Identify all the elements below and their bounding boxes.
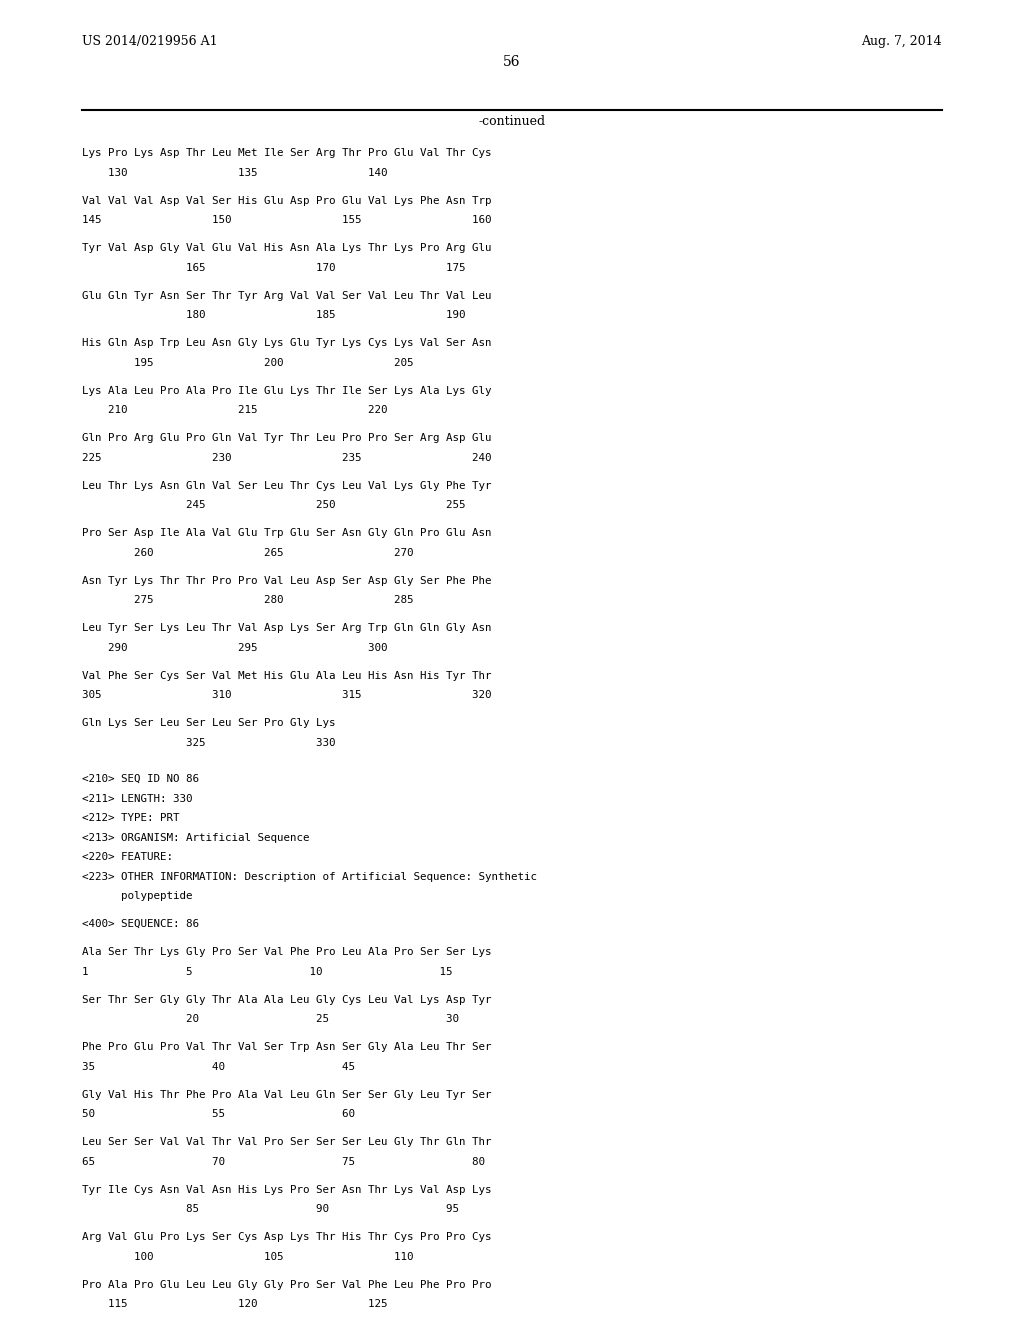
Text: 165                 170                 175: 165 170 175 (82, 263, 466, 272)
Text: US 2014/0219956 A1: US 2014/0219956 A1 (82, 36, 218, 48)
Text: <220> FEATURE:: <220> FEATURE: (82, 851, 173, 862)
Text: 290                 295                 300: 290 295 300 (82, 643, 387, 652)
Text: Val Val Val Asp Val Ser His Glu Asp Pro Glu Val Lys Phe Asn Trp: Val Val Val Asp Val Ser His Glu Asp Pro … (82, 195, 492, 206)
Text: 275                 280                 285: 275 280 285 (82, 595, 414, 605)
Text: Gly Val His Thr Phe Pro Ala Val Leu Gln Ser Ser Gly Leu Tyr Ser: Gly Val His Thr Phe Pro Ala Val Leu Gln … (82, 1089, 492, 1100)
Text: 115                 120                 125: 115 120 125 (82, 1299, 387, 1309)
Text: Tyr Ile Cys Asn Val Asn His Lys Pro Ser Asn Thr Lys Val Asp Lys: Tyr Ile Cys Asn Val Asn His Lys Pro Ser … (82, 1184, 492, 1195)
Text: Gln Pro Arg Glu Pro Gln Val Tyr Thr Leu Pro Pro Ser Arg Asp Glu: Gln Pro Arg Glu Pro Gln Val Tyr Thr Leu … (82, 433, 492, 444)
Text: 325                 330: 325 330 (82, 738, 336, 747)
Text: Asn Tyr Lys Thr Thr Pro Pro Val Leu Asp Ser Asp Gly Ser Phe Phe: Asn Tyr Lys Thr Thr Pro Pro Val Leu Asp … (82, 576, 492, 586)
Text: <212> TYPE: PRT: <212> TYPE: PRT (82, 813, 179, 822)
Text: 50                  55                  60: 50 55 60 (82, 1109, 355, 1119)
Text: Leu Ser Ser Val Val Thr Val Pro Ser Ser Ser Leu Gly Thr Gln Thr: Leu Ser Ser Val Val Thr Val Pro Ser Ser … (82, 1137, 492, 1147)
Text: 245                 250                 255: 245 250 255 (82, 500, 466, 510)
Text: Tyr Val Asp Gly Val Glu Val His Asn Ala Lys Thr Lys Pro Arg Glu: Tyr Val Asp Gly Val Glu Val His Asn Ala … (82, 243, 492, 253)
Text: 1               5                  10                  15: 1 5 10 15 (82, 966, 453, 977)
Text: Ala Ser Thr Lys Gly Pro Ser Val Phe Pro Leu Ala Pro Ser Ser Lys: Ala Ser Thr Lys Gly Pro Ser Val Phe Pro … (82, 946, 492, 957)
Text: <210> SEQ ID NO 86: <210> SEQ ID NO 86 (82, 774, 199, 784)
Text: Gln Lys Ser Leu Ser Leu Ser Pro Gly Lys: Gln Lys Ser Leu Ser Leu Ser Pro Gly Lys (82, 718, 336, 729)
Text: 260                 265                 270: 260 265 270 (82, 548, 414, 557)
Text: Ser Thr Ser Gly Gly Thr Ala Ala Leu Gly Cys Leu Val Lys Asp Tyr: Ser Thr Ser Gly Gly Thr Ala Ala Leu Gly … (82, 994, 492, 1005)
Text: -continued: -continued (478, 115, 546, 128)
Text: Pro Ser Asp Ile Ala Val Glu Trp Glu Ser Asn Gly Gln Pro Glu Asn: Pro Ser Asp Ile Ala Val Glu Trp Glu Ser … (82, 528, 492, 539)
Text: Arg Val Glu Pro Lys Ser Cys Asp Lys Thr His Thr Cys Pro Pro Cys: Arg Val Glu Pro Lys Ser Cys Asp Lys Thr … (82, 1232, 492, 1242)
Text: 210                 215                 220: 210 215 220 (82, 405, 387, 414)
Text: 225                 230                 235                 240: 225 230 235 240 (82, 453, 492, 462)
Text: 100                 105                 110: 100 105 110 (82, 1251, 414, 1262)
Text: 35                  40                  45: 35 40 45 (82, 1061, 355, 1072)
Text: 85                  90                  95: 85 90 95 (82, 1204, 459, 1214)
Text: Pro Ala Pro Glu Leu Leu Gly Gly Pro Ser Val Phe Leu Phe Pro Pro: Pro Ala Pro Glu Leu Leu Gly Gly Pro Ser … (82, 1279, 492, 1290)
Text: Aug. 7, 2014: Aug. 7, 2014 (861, 36, 942, 48)
Text: 130                 135                 140: 130 135 140 (82, 168, 387, 177)
Text: Phe Pro Glu Pro Val Thr Val Ser Trp Asn Ser Gly Ala Leu Thr Ser: Phe Pro Glu Pro Val Thr Val Ser Trp Asn … (82, 1041, 492, 1052)
Text: 195                 200                 205: 195 200 205 (82, 358, 414, 367)
Text: His Gln Asp Trp Leu Asn Gly Lys Glu Tyr Lys Cys Lys Val Ser Asn: His Gln Asp Trp Leu Asn Gly Lys Glu Tyr … (82, 338, 492, 348)
Text: polypeptide: polypeptide (82, 891, 193, 902)
Text: Lys Ala Leu Pro Ala Pro Ile Glu Lys Thr Ile Ser Lys Ala Lys Gly: Lys Ala Leu Pro Ala Pro Ile Glu Lys Thr … (82, 385, 492, 396)
Text: 65                  70                  75                  80: 65 70 75 80 (82, 1156, 485, 1167)
Text: <211> LENGTH: 330: <211> LENGTH: 330 (82, 793, 193, 804)
Text: <213> ORGANISM: Artificial Sequence: <213> ORGANISM: Artificial Sequence (82, 833, 309, 842)
Text: 180                 185                 190: 180 185 190 (82, 310, 466, 319)
Text: Glu Gln Tyr Asn Ser Thr Tyr Arg Val Val Ser Val Leu Thr Val Leu: Glu Gln Tyr Asn Ser Thr Tyr Arg Val Val … (82, 290, 492, 301)
Text: <223> OTHER INFORMATION: Description of Artificial Sequence: Synthetic: <223> OTHER INFORMATION: Description of … (82, 871, 537, 882)
Text: Leu Tyr Ser Lys Leu Thr Val Asp Lys Ser Arg Trp Gln Gln Gly Asn: Leu Tyr Ser Lys Leu Thr Val Asp Lys Ser … (82, 623, 492, 634)
Text: 56: 56 (503, 55, 521, 69)
Text: Leu Thr Lys Asn Gln Val Ser Leu Thr Cys Leu Val Lys Gly Phe Tyr: Leu Thr Lys Asn Gln Val Ser Leu Thr Cys … (82, 480, 492, 491)
Text: 305                 310                 315                 320: 305 310 315 320 (82, 690, 492, 700)
Text: 145                 150                 155                 160: 145 150 155 160 (82, 215, 492, 224)
Text: Val Phe Ser Cys Ser Val Met His Glu Ala Leu His Asn His Tyr Thr: Val Phe Ser Cys Ser Val Met His Glu Ala … (82, 671, 492, 681)
Text: <400> SEQUENCE: 86: <400> SEQUENCE: 86 (82, 919, 199, 929)
Text: 20                  25                  30: 20 25 30 (82, 1014, 459, 1024)
Text: Lys Pro Lys Asp Thr Leu Met Ile Ser Arg Thr Pro Glu Val Thr Cys: Lys Pro Lys Asp Thr Leu Met Ile Ser Arg … (82, 148, 492, 158)
